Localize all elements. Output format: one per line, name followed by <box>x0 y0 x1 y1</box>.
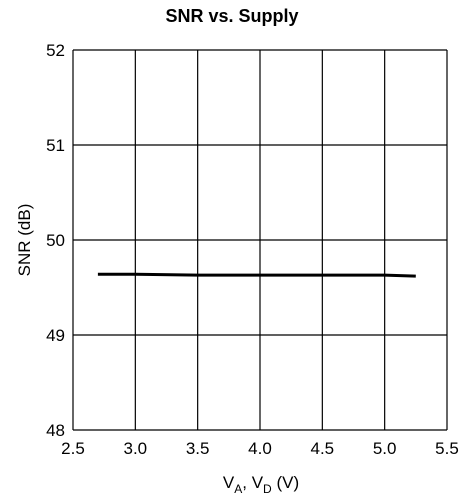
y-tick-labels: 48 49 50 51 52 <box>46 41 65 440</box>
x-axis-label-unit: (V) <box>272 473 299 492</box>
x-tick-label: 4.0 <box>248 439 272 458</box>
x-tick-label: 2.5 <box>61 439 85 458</box>
x-tick-label: 3.0 <box>124 439 148 458</box>
y-axis-label: SNR (dB) <box>15 204 34 277</box>
x-tick-label: 5.0 <box>373 439 397 458</box>
y-tick-label: 51 <box>46 136 65 155</box>
y-tick-label: 52 <box>46 41 65 60</box>
x-axis-label-sub1: A <box>234 482 242 496</box>
grid-lines <box>72 49 448 431</box>
x-axis-label-sep: , V <box>242 473 263 492</box>
x-axis-label-main: V <box>223 473 235 492</box>
series-line <box>97 272 416 278</box>
y-tick-label: 50 <box>46 231 65 250</box>
x-axis-label: VA, VD (V) <box>223 473 299 496</box>
x-tick-label: 5.5 <box>435 439 459 458</box>
x-tick-label: 3.5 <box>186 439 210 458</box>
y-tick-label: 48 <box>46 421 65 440</box>
y-tick-label: 49 <box>46 326 65 345</box>
x-tick-labels: 2.5 3.0 3.5 4.0 4.5 5.0 5.5 <box>61 439 459 458</box>
x-axis-label-sub2: D <box>263 482 272 496</box>
x-tick-label: 4.5 <box>311 439 335 458</box>
chart-title: SNR vs. Supply <box>165 6 299 26</box>
data-series <box>97 272 416 278</box>
